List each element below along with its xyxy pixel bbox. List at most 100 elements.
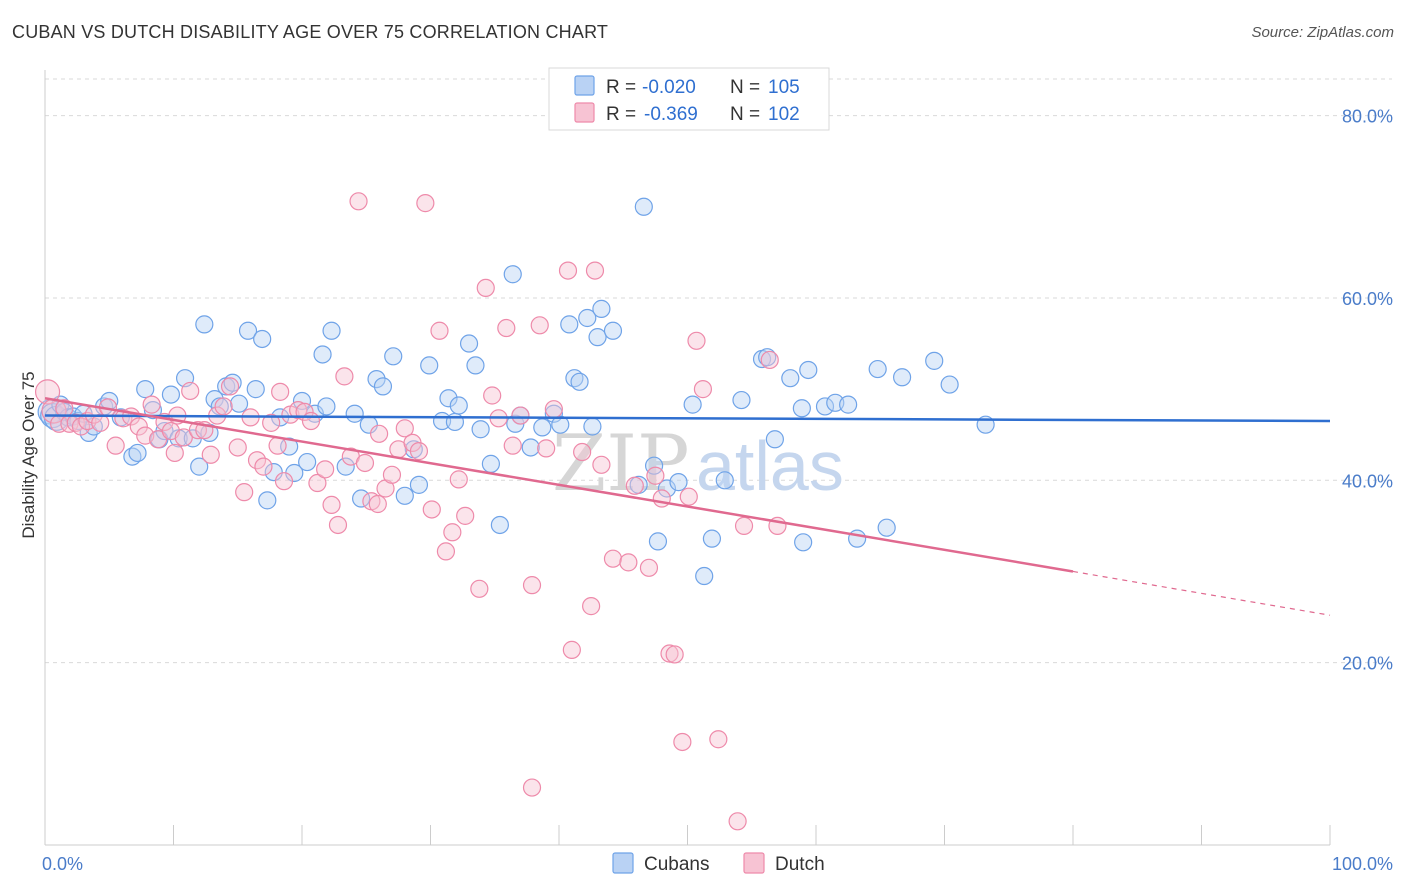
cubans-point-92	[781, 369, 800, 388]
dutch-point-99	[165, 443, 184, 463]
cubans-point-93	[792, 399, 811, 418]
trend-lines	[44, 397, 1331, 616]
dutch-point-63	[456, 506, 475, 525]
cubans-point-88	[732, 390, 751, 410]
cubans-point-78	[603, 321, 623, 340]
dutch-point-0	[34, 379, 61, 405]
cubans-point-100	[877, 518, 896, 537]
dutch-point-64	[470, 579, 489, 598]
cubans-point-64	[490, 515, 509, 535]
dutch-point-92	[693, 380, 713, 399]
cubans-point-47	[345, 404, 364, 423]
axes	[44, 70, 1331, 846]
dutch-point-85	[646, 466, 665, 485]
cubans-point-55	[409, 475, 429, 494]
series-cubans-points	[37, 197, 995, 586]
dutch-point-61	[443, 523, 462, 542]
cubans-point-73	[570, 372, 589, 391]
series-dutch-points	[34, 192, 787, 831]
dutch-point-22	[181, 381, 200, 401]
cubans-point-56	[420, 356, 439, 375]
y-tick-label-1: 40.0%	[1342, 471, 1393, 491]
dutch-point-45	[335, 367, 354, 386]
dutch-point-71	[522, 576, 542, 595]
dutch-point-80	[592, 455, 611, 474]
dutch-point-25	[201, 445, 220, 464]
y-tick-labels: 20.0% 40.0% 60.0% 80.0%	[1342, 107, 1393, 674]
cubans-point-74	[578, 308, 597, 328]
cubans-point-32	[238, 321, 258, 340]
dutch-point-47	[349, 192, 368, 211]
x-tick-label-1: 100.0%	[1332, 854, 1393, 874]
cubans-point-99	[868, 359, 887, 379]
cubans-point-33	[246, 380, 265, 399]
cubans-point-52	[384, 347, 403, 366]
cubans-point-102	[925, 351, 944, 370]
cubans-point-60	[459, 334, 479, 353]
dutch-point-86	[652, 489, 671, 508]
legend-swatch-dutch	[574, 102, 595, 123]
bottom-legend: Cubans Dutch	[612, 852, 825, 875]
dutch-point-17	[148, 430, 168, 449]
dutch-point-33	[254, 457, 273, 476]
dutch-point-28	[220, 377, 240, 396]
cubans-point-106	[634, 197, 653, 216]
dutch-point-90	[679, 487, 698, 506]
cubans-point-83	[669, 473, 688, 492]
dutch-point-75	[558, 261, 578, 280]
cubans-point-68	[533, 418, 552, 437]
dutch-point-78	[582, 597, 601, 616]
cubans-point-50	[367, 369, 386, 389]
cubans-point-35	[258, 491, 277, 510]
dutch-point-54	[395, 419, 414, 438]
legend-n-value-cubans: 105	[768, 77, 800, 98]
bottom-legend-label-cubans: Cubans	[644, 854, 710, 875]
cubans-point-108	[521, 438, 540, 457]
x-tick-label-0: 0.0%	[42, 854, 83, 874]
legend-n-value-dutch: 102	[768, 104, 800, 125]
cubans-point-51	[373, 377, 393, 396]
dutch-point-43	[322, 495, 341, 515]
trend-line-dutch-extension	[1072, 570, 1331, 616]
dutch-point-59	[430, 321, 449, 340]
cubans-point-21	[169, 429, 188, 448]
dutch-point-72	[530, 316, 549, 335]
dutch-point-60	[436, 542, 456, 561]
cubans-point-53	[395, 486, 414, 505]
cubans-point-16	[136, 380, 155, 399]
y-tick-label-2: 60.0%	[1342, 289, 1393, 309]
cubans-point-45	[322, 321, 341, 340]
legend: R = -0.020 N = 105 R = -0.369 N = 102	[548, 67, 830, 131]
cubans-point-41	[298, 452, 317, 472]
cubans-point-58	[439, 389, 458, 408]
y-axis-title: Disability Age Over 75	[19, 371, 38, 538]
trend-line-dutch	[44, 397, 1074, 573]
dutch-point-76	[562, 640, 581, 659]
cubans-point-71	[560, 315, 579, 334]
dutch-point-38	[289, 400, 308, 420]
dutch-point-81	[603, 549, 623, 568]
cubans-point-101	[892, 368, 912, 387]
dutch-point-58	[422, 500, 441, 519]
dutch-point-70	[511, 406, 530, 425]
cubans-point-75	[583, 417, 602, 436]
cubans-point-94	[799, 360, 818, 380]
cubans-point-43	[313, 345, 332, 364]
bottom-legend-swatch-cubans	[612, 852, 634, 874]
dutch-point-21	[174, 428, 193, 447]
x-tick-labels: 0.0% 100.0%	[42, 854, 1393, 874]
dutch-point-88	[665, 645, 684, 664]
dutch-point-101	[370, 424, 389, 443]
cubans-point-70	[551, 415, 570, 434]
cubans-point-82	[657, 479, 677, 498]
trend-line-cubans	[44, 414, 1331, 423]
cubans-point-15	[128, 443, 147, 463]
y-tick-label-3: 80.0%	[1342, 107, 1393, 127]
dutch-point-41	[308, 473, 327, 493]
dutch-point-29	[228, 438, 247, 457]
cubans-point-63	[481, 454, 500, 473]
dutch-point-30	[235, 483, 254, 502]
cubans-point-36	[264, 462, 283, 482]
dutch-point-100	[271, 382, 290, 401]
cubans-point-107	[449, 396, 468, 415]
